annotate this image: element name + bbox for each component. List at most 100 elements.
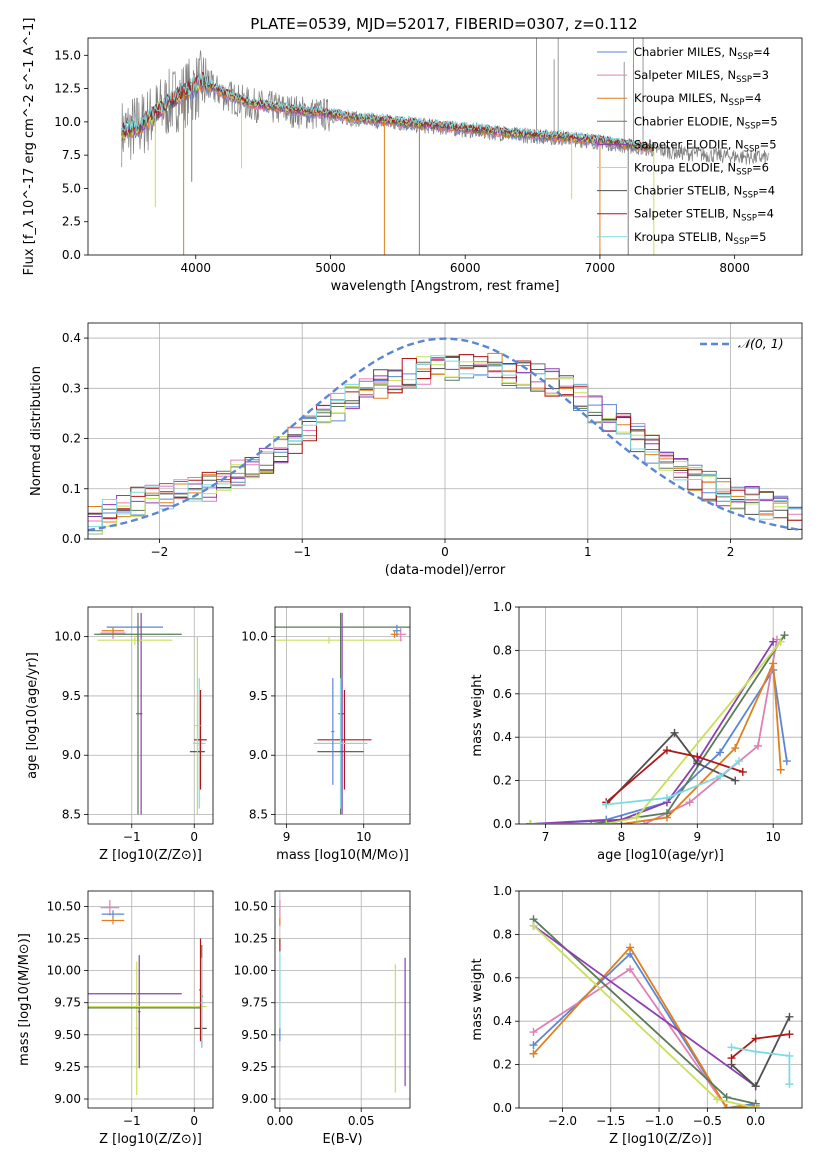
axes: 7 8 9 10 0.0 0.2 0.4 0.6 0.8 1.0 age [log10(age/yr… — [470, 600, 803, 863]
plus-marker — [769, 637, 778, 646]
x-tick-label: 1 — [584, 545, 592, 559]
panel-mass-vs-Z: −1 0 9.00 9.25 9.50 9.75 10.00 10.25 10.50 Z [log… — [17, 890, 214, 1147]
y-axis-label: age [log10(age/yr)] — [25, 652, 40, 779]
x-tick-label: 9 — [693, 830, 701, 844]
legend-value: =4 — [757, 207, 774, 221]
plot-area — [121, 38, 769, 255]
plus-marker — [769, 659, 778, 668]
plus-marker — [785, 1080, 794, 1089]
x-tick-label: 4000 — [181, 261, 212, 275]
mass-weight-line — [532, 924, 757, 1088]
mass-weight-line — [533, 967, 756, 1108]
legend-label: Salpeter ELODIE, NSSP=5 — [634, 137, 777, 154]
y-tick-label: 2.5 — [62, 215, 81, 229]
plot-area — [94, 612, 207, 815]
plus-marker — [785, 1012, 794, 1021]
y-axis-label: Flux [f_λ 10^-17 erg cm^-2 s^-1 A^-1] — [22, 18, 37, 276]
plus-marker — [670, 728, 679, 737]
plus-marker — [713, 1095, 722, 1104]
mass-weight-line — [530, 667, 788, 824]
plots-container: 4000 5000 6000 7000 80000.02.55.07.510.012.5… — [17, 18, 803, 1147]
residual-histogram — [88, 355, 802, 528]
y-tick-label: 0.4 — [493, 1014, 512, 1028]
plus-marker — [529, 1028, 538, 1037]
y-tick-label: 9.5 — [249, 689, 268, 703]
y-tick-label: 0.4 — [493, 730, 512, 744]
plus-marker — [716, 772, 725, 781]
y-tick-label: 0.6 — [493, 687, 512, 701]
legend-subscript: SSP — [741, 214, 757, 224]
x-tick-label: −1.5 — [596, 1114, 625, 1128]
y-tick-label: 0.0 — [62, 532, 81, 546]
model-spectrum-line — [121, 72, 654, 149]
y-tick-label: 12.5 — [54, 82, 81, 96]
legend-value: =3 — [752, 68, 769, 82]
axes-frame — [87, 890, 214, 1109]
axes-frame — [87, 606, 214, 825]
y-tick-label: 7.5 — [62, 148, 81, 162]
y-tick-label: 9.5 — [62, 689, 81, 703]
y-tick-label: 0.8 — [493, 643, 512, 657]
plus-marker — [529, 1041, 538, 1050]
x-axis-label: E(B-V) — [322, 1132, 362, 1147]
y-tick-label: 10.25 — [234, 932, 268, 946]
plus-marker — [716, 748, 725, 757]
plus-marker — [727, 1043, 736, 1052]
y-tick-label: 9.25 — [241, 1060, 268, 1074]
y-tick-label: 0.0 — [62, 248, 81, 262]
legend-value: =5 — [761, 114, 778, 128]
mass-weight-line — [530, 641, 774, 824]
legend-subscript: SSP — [742, 191, 758, 201]
axes-frame — [518, 606, 803, 825]
x-tick-label: 0.0 — [746, 1114, 765, 1128]
legend-label: Salpeter MILES, NSSP=3 — [634, 68, 769, 85]
x-axis-label: mass [log10(M/M⊙)] — [276, 848, 409, 863]
residual-histogram — [88, 356, 802, 535]
x-tick-label: 0 — [190, 830, 198, 844]
axes: 4000 5000 6000 7000 8000 0.0 2.5 5.0 7.5 10.0 12.5… — [22, 18, 803, 294]
x-tick-label: 0.00 — [267, 1114, 294, 1128]
plus-marker — [751, 1104, 760, 1108]
y-tick-label: 0.6 — [493, 971, 512, 985]
plus-marker — [526, 820, 535, 824]
legend-label: Kroupa MILES, NSSP=4 — [634, 91, 761, 108]
axes: −1 0 9.00 9.25 9.50 9.75 10.00 10.25 10.50 Z [log… — [17, 890, 214, 1147]
mass-weight-line — [605, 749, 744, 803]
figure-title: PLATE=0539, MJD=52017, FIBERID=0307, z=0… — [250, 15, 637, 33]
x-tick-label: −1 — [293, 545, 311, 559]
plus-marker — [722, 1093, 731, 1102]
y-tick-label: 0.2 — [493, 774, 512, 788]
plus-marker — [662, 746, 671, 755]
mass-weight-line — [606, 760, 740, 806]
legend-value: =4 — [753, 45, 770, 59]
plus-marker — [693, 752, 702, 761]
plot-area — [279, 899, 406, 1093]
plus-marker — [727, 1054, 736, 1063]
y-tick-label: 9.50 — [241, 1028, 268, 1042]
y-tick-label: 10.0 — [54, 630, 81, 644]
y-tick-label: 0.0 — [493, 1101, 512, 1115]
plus-marker — [626, 943, 635, 952]
x-axis-label: wavelength [Angstrom, rest frame] — [331, 279, 560, 294]
x-tick-label: −1 — [123, 1114, 141, 1128]
legend-subscript: SSP — [745, 121, 761, 131]
panel-residuals: −2 −1 0 1 2 0.0 0.1 0.2 0.3 0.4 (data-model)/error… — [29, 322, 803, 578]
y-tick-label: 8.5 — [62, 808, 81, 822]
legend-label: Chabrier ELODIE, NSSP=5 — [634, 114, 778, 131]
axes-frame — [87, 322, 803, 540]
legend-label: 𝒩(0, 1) — [738, 336, 784, 351]
plus-marker — [529, 1049, 538, 1058]
panel-mass-weight-vs-Z: −2.0 −1.5 −1.0 −0.5 0.0 0.0 0.2 0.4 0.6 0.8 1.0 Z [… — [470, 884, 803, 1147]
plot-area — [275, 612, 410, 815]
y-tick-label: 8.5 — [249, 808, 268, 822]
plus-marker — [529, 921, 538, 930]
axes: 0.00 0.05 9.00 9.25 9.50 9.75 10.00 10.25 10.50 E… — [234, 890, 411, 1147]
panel-age-vs-mass: 9 10 8.5 9.0 9.5 10.0 mass [log10(M/M⊙)] — [241, 606, 411, 863]
y-tick-label: 1.0 — [493, 884, 512, 898]
y-tick-label: 10.0 — [54, 115, 81, 129]
grid — [88, 891, 213, 1108]
x-tick-label: −1 — [123, 830, 141, 844]
y-tick-label: 0.8 — [493, 927, 512, 941]
panel-spectrum: 4000 5000 6000 7000 8000 0.0 2.5 5.0 7.5 10.0 12.5… — [22, 18, 803, 294]
